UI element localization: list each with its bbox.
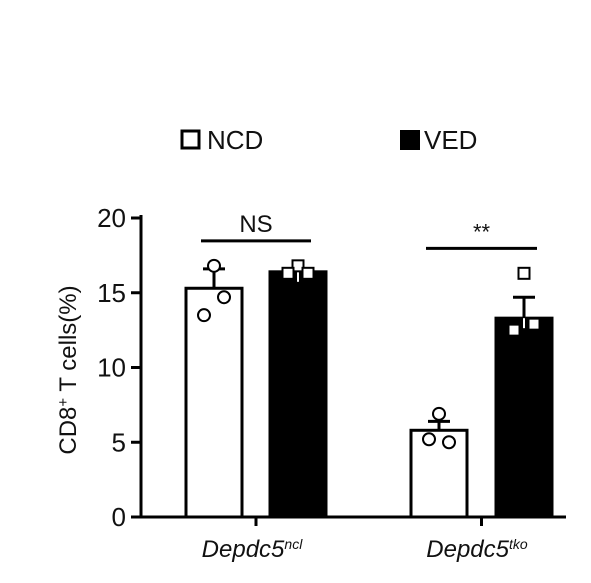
legend: NCD VED (180, 125, 477, 155)
y-tick-label-5: 5 (112, 427, 126, 457)
y-tick-label-15: 15 (97, 278, 126, 308)
legend-label-ncd: NCD (207, 125, 263, 155)
bar-ncd-group-2 (409, 428, 469, 519)
bar-ved-group-1 (268, 270, 328, 519)
data-point-ved-group-1 (281, 266, 295, 280)
y-tick-label-20: 20 (97, 203, 126, 233)
legend-label-ved: VED (424, 125, 477, 155)
data-point-ved-group-2 (527, 317, 541, 331)
legend-swatch-ved (400, 130, 420, 150)
y-tick-label-10: 10 (97, 353, 126, 383)
y-axis-label: CD8+ T cells(%) (55, 285, 83, 454)
data-point-ved-group-2 (517, 266, 531, 280)
significance-label-group-1: NS (239, 211, 272, 238)
data-point-ncd-group-1 (217, 290, 231, 305)
legend-swatch-ncd (180, 129, 201, 150)
data-point-ncd-group-2 (432, 406, 446, 421)
x-tick-label-depdc5-tko: Depdc5tko (426, 536, 528, 563)
x-tick-label-depdc5-ncl: Depdc5ncl (202, 536, 304, 563)
data-point-ved-group-1 (291, 259, 305, 273)
significance-label-group-2: ** (473, 219, 491, 244)
data-point-ncd-group-2 (442, 435, 456, 450)
data-point-ncd-group-1 (197, 308, 211, 323)
bar-ncd-group-1 (184, 286, 244, 519)
data-point-ved-group-1 (301, 266, 315, 280)
data-point-ncd-group-1 (207, 258, 221, 273)
bar-ved-group-2 (494, 316, 554, 519)
y-tick-label-0: 0 (112, 502, 126, 532)
data-point-ved-group-2 (507, 323, 521, 337)
data-point-ncd-group-2 (422, 432, 436, 447)
